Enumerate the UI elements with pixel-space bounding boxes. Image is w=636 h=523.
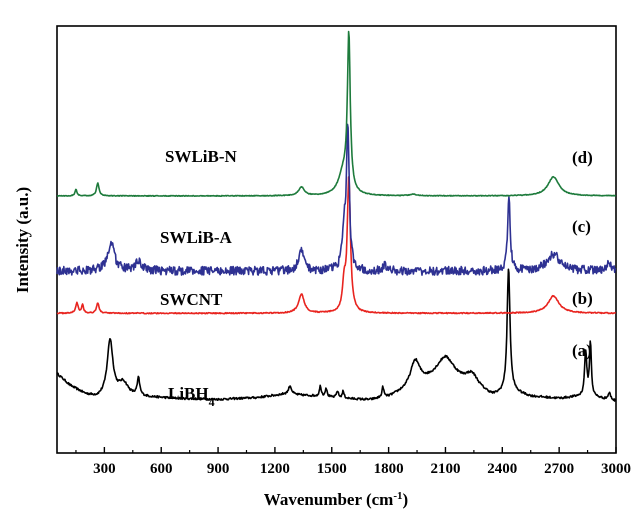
x-axis-title-main: Wavenumber (cm xyxy=(264,490,394,509)
series-line-d xyxy=(56,30,617,197)
x-axis-ticks: 300 600 900 1200 1500 1800 2100 2400 2700 3000 xyxy=(75,447,631,477)
series-line-b xyxy=(56,176,617,315)
x-tick-label: 300 xyxy=(93,461,116,477)
x-tick-label: 1800 xyxy=(374,461,404,477)
x-axis-title-sup: -1 xyxy=(393,490,402,502)
series-letter-label: (d) xyxy=(572,148,593,167)
x-tick-label: 1500 xyxy=(317,461,347,477)
x-tick-label: 600 xyxy=(150,461,173,477)
plot-frame xyxy=(56,25,617,454)
x-tick-label: 2400 xyxy=(487,461,517,477)
x-tick-label: 1200 xyxy=(260,461,290,477)
x-tick-label: 2100 xyxy=(430,461,460,477)
series-line-a xyxy=(56,268,617,402)
x-tick-label: 900 xyxy=(207,461,230,477)
series-name-label: SWCNT xyxy=(160,290,223,309)
series-name-label: SWLiB-N xyxy=(165,147,238,166)
series-letter-label: (a) xyxy=(572,341,592,360)
series-name-label: SWLiB-A xyxy=(160,228,233,247)
series-letter-label: (b) xyxy=(572,289,593,308)
y-axis-title: Intensity (a.u.) xyxy=(13,187,32,293)
x-axis-title: Wavenumber (cm-1) xyxy=(264,490,408,509)
series-name-label: LiBH4 xyxy=(168,384,215,409)
x-tick-label: 2700 xyxy=(544,461,574,477)
series-letter-label: (c) xyxy=(572,217,591,236)
x-axis-title-close: ) xyxy=(403,490,409,509)
series-layer xyxy=(56,30,617,402)
x-tick-label: 3000 xyxy=(601,461,631,477)
series-line-c xyxy=(56,123,617,276)
series-labels: LiBH4 (a) SWCNT (b) SWLiB-A (c) SWLiB-N (d) xyxy=(160,147,593,409)
